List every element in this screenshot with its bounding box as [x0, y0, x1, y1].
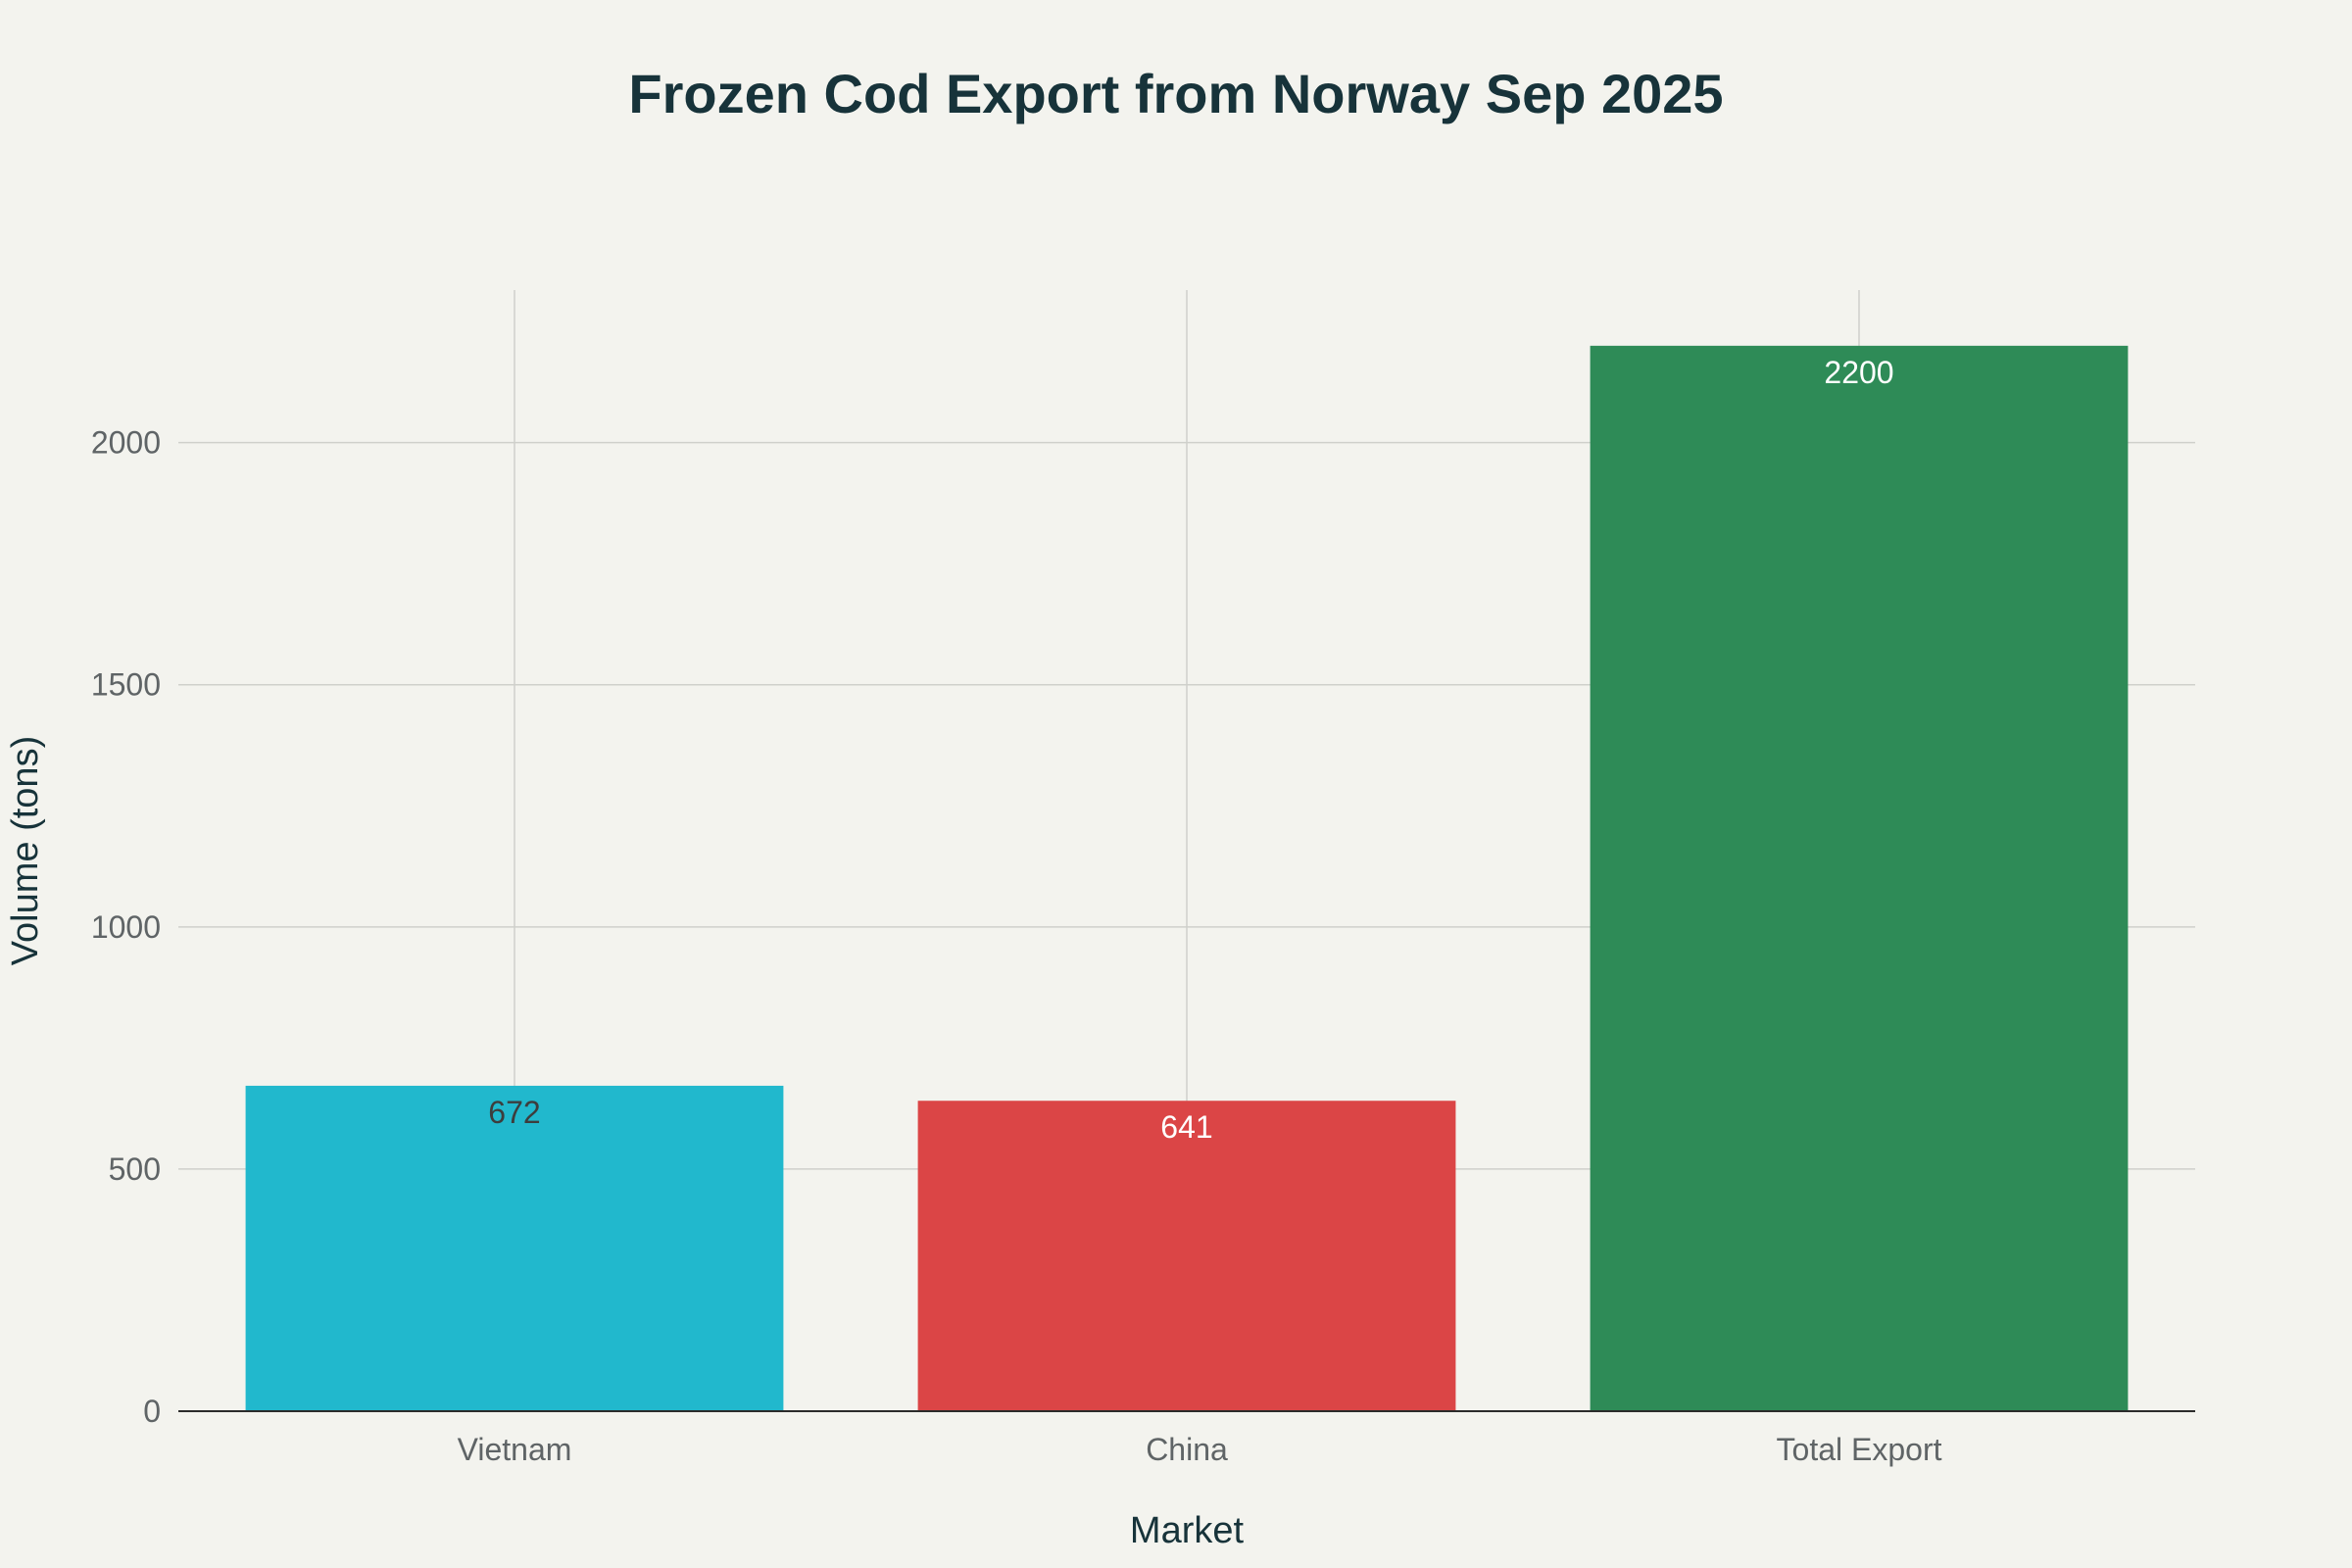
- x-tick-label: Total Export: [1777, 1432, 1942, 1467]
- axes: 0 500 1000 1500 2000 Vietnam China Total Export: [91, 425, 2195, 1467]
- bar-value-label: 641: [1160, 1109, 1212, 1145]
- x-axis-title: Market: [1130, 1510, 1245, 1551]
- y-tick-label: 1500: [91, 667, 161, 703]
- y-tick-label: 0: [143, 1394, 161, 1429]
- bar: [1590, 345, 2129, 1412]
- bar: [245, 1085, 784, 1411]
- y-axis-title: Volume (tons): [5, 736, 46, 965]
- chart-title: Frozen Cod Export from Norway Sep 2025: [628, 63, 1723, 124]
- y-tick-label: 2000: [91, 425, 161, 461]
- bar: [917, 1101, 1456, 1411]
- bar-value-label: 672: [488, 1095, 540, 1130]
- bars: 672 641 2200: [245, 345, 2129, 1412]
- x-tick-label: China: [1146, 1432, 1228, 1467]
- x-tick-label: Vietnam: [458, 1432, 572, 1467]
- y-tick-label: 1000: [91, 909, 161, 945]
- y-tick-label: 500: [109, 1152, 161, 1187]
- bar-value-label: 2200: [1824, 355, 1893, 390]
